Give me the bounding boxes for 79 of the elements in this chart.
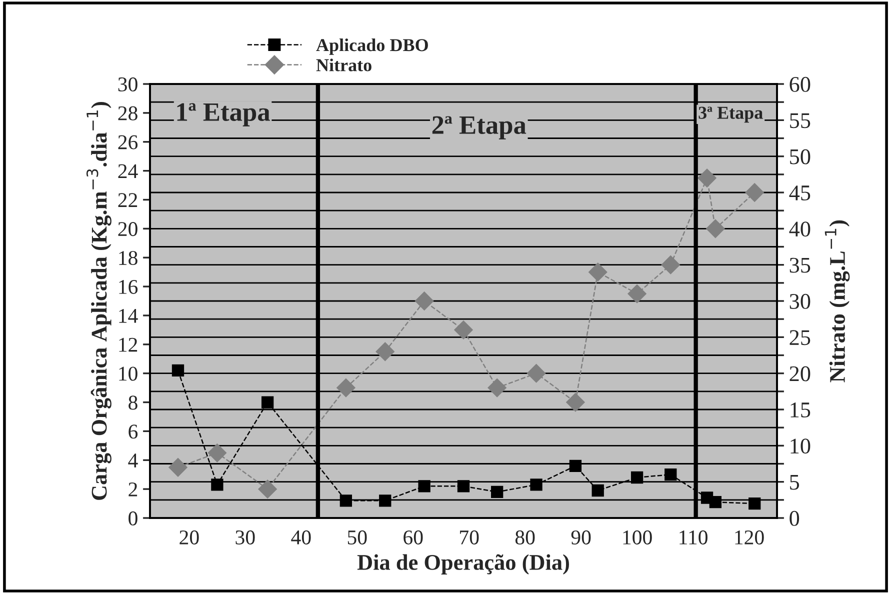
point xyxy=(706,219,725,238)
y-tick-label: 28 xyxy=(118,106,138,120)
y2-tick-label: 50 xyxy=(790,149,810,164)
point xyxy=(569,460,582,472)
x-tick-label: 120 xyxy=(735,530,764,544)
y2-tick-label: 30 xyxy=(790,294,810,309)
y2-tick-label: 55 xyxy=(790,113,810,128)
point xyxy=(526,364,546,383)
point xyxy=(457,480,470,492)
y-tick-label: 8 xyxy=(128,396,138,410)
point xyxy=(340,494,352,507)
y-tick-label: 26 xyxy=(118,135,138,150)
point xyxy=(172,364,184,377)
y-tick-label: 6 xyxy=(128,424,138,439)
y-tick-label: 22 xyxy=(118,193,138,207)
annotation: 1ª Etapa xyxy=(177,103,270,126)
y-tick-label: 4 xyxy=(128,454,138,468)
y-axis-title: Carga Orgânica Aplicada (Kg.m$^{−3}$.dia$^{−1}$) xyxy=(86,102,112,500)
point xyxy=(454,320,473,340)
point xyxy=(211,478,224,491)
x-tick-label: 40 xyxy=(291,530,311,544)
point xyxy=(592,484,604,497)
y2-tick-label: 5 xyxy=(790,474,800,490)
y2-tick-label: 45 xyxy=(789,186,810,200)
point xyxy=(664,468,677,481)
point xyxy=(261,396,274,408)
legend-label: Aplicado DBO xyxy=(316,38,428,55)
x-tick-label: 50 xyxy=(348,530,367,544)
y2-tick-label: 0 xyxy=(790,510,800,526)
point xyxy=(745,183,764,202)
y2-tick-label: 10 xyxy=(790,438,810,454)
point xyxy=(488,378,506,398)
y-tick-label: 2 xyxy=(128,482,138,496)
y2-tick-label: 20 xyxy=(790,366,810,382)
point xyxy=(379,494,392,507)
annotation: 3ª Etapa xyxy=(698,106,763,123)
y2-tick-label: 35 xyxy=(790,258,810,273)
y-tick-label: 14 xyxy=(119,308,138,323)
y2-tick-label: 25 xyxy=(790,330,810,346)
point xyxy=(709,496,722,508)
x-tick-label: 60 xyxy=(404,530,423,544)
y2-axis-title: Nitrato (mg.L$^{−1}$) xyxy=(824,220,850,382)
annotation: 2ª Etapa xyxy=(432,116,526,140)
x-tick-label: 90 xyxy=(571,530,591,544)
y-tick-label: 10 xyxy=(119,366,138,381)
x-tick-label: 70 xyxy=(460,530,479,544)
point xyxy=(376,342,394,361)
point xyxy=(336,378,356,398)
y-tick-label: 12 xyxy=(119,338,138,352)
point xyxy=(588,262,608,282)
y-tick-label: 30 xyxy=(118,77,138,92)
point xyxy=(628,284,646,304)
point xyxy=(168,458,188,477)
x-tick-label: 20 xyxy=(180,530,199,544)
point xyxy=(258,480,277,498)
x-tick-label: 110 xyxy=(680,530,708,544)
point xyxy=(530,478,542,491)
point xyxy=(698,168,716,188)
legend-label: Nitrato xyxy=(316,58,372,72)
y-tick-label: 0 xyxy=(128,511,138,526)
point xyxy=(748,497,761,510)
x-axis-title: Dia de Operação (Dia) xyxy=(357,554,569,574)
y-tick-label: 20 xyxy=(118,222,138,236)
point xyxy=(661,255,680,274)
point xyxy=(414,292,434,310)
point xyxy=(491,486,504,498)
x-tick-label: 80 xyxy=(515,530,535,544)
point xyxy=(418,480,430,492)
y2-tick-label: 40 xyxy=(789,222,810,237)
y-tick-label: 16 xyxy=(119,280,138,294)
y2-tick-label: 15 xyxy=(790,402,810,418)
x-tick-label: 100 xyxy=(623,530,652,544)
y-tick-label: 18 xyxy=(119,250,138,266)
y2-tick-label: 60 xyxy=(790,76,810,92)
y-tick-label: 24 xyxy=(118,164,138,178)
point xyxy=(566,392,585,412)
point xyxy=(208,444,227,462)
point xyxy=(630,471,644,484)
x-tick-label: 30 xyxy=(236,530,255,544)
